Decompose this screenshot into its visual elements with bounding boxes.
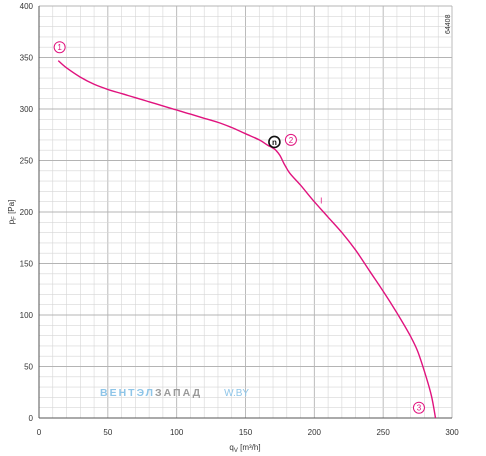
chart-code: 64408: [445, 14, 452, 34]
y-tick-label: 0: [29, 414, 34, 423]
watermark-part2: ЗАПАД: [155, 387, 202, 399]
watermark: ВЕНТЭЛЗАПАД W.BY: [100, 387, 249, 399]
x-tick-label: 250: [376, 428, 390, 437]
y-tick-label: 300: [20, 105, 34, 114]
annotation-label: 1: [57, 43, 62, 52]
y-axis-label: pF [Pa]: [7, 200, 18, 225]
y-tick-label: 100: [20, 311, 34, 320]
annotation-circle: [53, 41, 66, 54]
x-tick-label: 0: [37, 428, 42, 437]
x-tick-label: 200: [308, 428, 322, 437]
x-tick-label: 150: [239, 428, 253, 437]
operating-point-label: n: [272, 138, 277, 147]
y-tick-label: 350: [20, 54, 34, 63]
annotation-label: 3: [417, 404, 422, 413]
y-tick-label: 200: [20, 208, 34, 217]
y-tick-label: 150: [20, 260, 34, 269]
chart-annotations: 1 2 3 I: [53, 41, 425, 414]
series-line: [57, 60, 437, 419]
y-tick-label: 50: [24, 363, 33, 372]
chart-axes: 0 50 100 150 200 250 300 0 50 100 150 200 250 300 350 4…: [20, 2, 460, 437]
x-tick-label: 300: [445, 428, 459, 437]
y-tick-label: 250: [20, 157, 34, 166]
watermark-part1: ВЕНТЭЛ: [100, 387, 155, 399]
x-tick-label: 100: [170, 428, 184, 437]
x-tick-label: 50: [103, 428, 112, 437]
annotation-label: 2: [289, 136, 294, 145]
annotation-circle: [284, 133, 297, 146]
chart-marks: n: [57, 60, 437, 419]
watermark-part3: W.BY: [224, 388, 249, 399]
operating-point: [268, 135, 281, 149]
y-tick-label: 400: [20, 2, 34, 11]
chart-grid: [38, 5, 453, 419]
annotation-circle: [412, 401, 425, 414]
annotation-label: I: [320, 197, 322, 206]
x-axis-label: qV [m³/h]: [229, 443, 260, 454]
